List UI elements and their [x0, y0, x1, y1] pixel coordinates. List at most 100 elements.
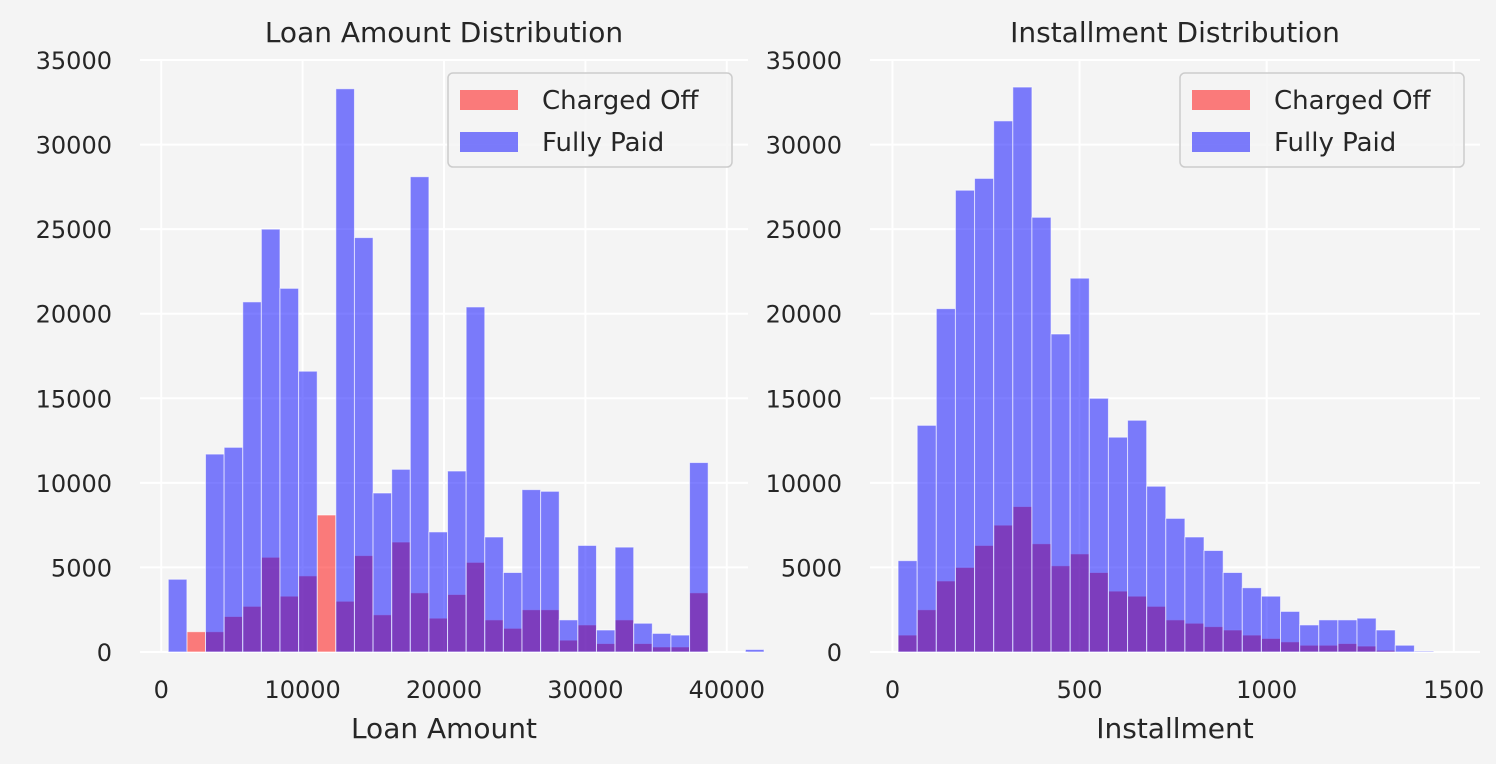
bar — [954, 189, 976, 653]
bar — [1203, 550, 1224, 653]
y-tick-label: 20000 — [766, 301, 842, 329]
y-tick-label: 25000 — [36, 216, 112, 244]
legend: Charged Off Fully Paid — [1179, 72, 1465, 168]
bar — [1260, 595, 1282, 653]
legend-entry: Fully Paid — [1274, 128, 1396, 158]
tick-labels: 0 5000 10000 15000 20000 25000 30000 35000 0 1000… — [36, 47, 765, 704]
x-tick-label: 40000 — [689, 676, 765, 704]
bar — [353, 237, 374, 653]
bar — [447, 470, 467, 653]
x-axis-label: Loan Amount — [351, 712, 537, 745]
bar — [391, 468, 411, 653]
bar — [409, 176, 430, 653]
bar — [1241, 587, 1262, 653]
bar — [1050, 333, 1071, 653]
bars — [167, 88, 765, 653]
bar — [1184, 536, 1205, 653]
bar — [335, 88, 355, 653]
legend-swatch — [460, 90, 518, 110]
bar — [372, 492, 393, 653]
legend-box — [447, 72, 733, 168]
bar — [1031, 216, 1052, 653]
bar — [465, 306, 486, 653]
y-tick-label: 0 — [827, 639, 842, 667]
bar — [223, 446, 244, 653]
y-tick-label: 35000 — [766, 47, 842, 75]
bar — [205, 453, 225, 653]
x-tick-label: 20000 — [406, 676, 482, 704]
bar — [1165, 517, 1186, 653]
legend-swatch — [460, 132, 518, 152]
bar — [1088, 397, 1109, 653]
y-tick-label: 15000 — [36, 385, 112, 413]
legend-box — [1179, 72, 1465, 168]
legend-entry: Fully Paid — [542, 128, 664, 158]
y-tick-label: 15000 — [766, 385, 842, 413]
bar — [1299, 624, 1320, 653]
bar — [521, 489, 542, 653]
bar — [974, 177, 995, 653]
bar — [577, 544, 597, 653]
bar — [595, 629, 616, 653]
bar — [428, 531, 449, 653]
bar — [167, 578, 188, 653]
y-tick-label: 35000 — [36, 47, 112, 75]
bar — [186, 631, 207, 653]
legend-entry: Charged Off — [542, 86, 700, 116]
bar — [298, 370, 318, 653]
legend-swatch — [1192, 132, 1250, 152]
series-fully-paid — [897, 86, 1435, 653]
legend-swatch — [1192, 90, 1250, 110]
x-tick-label: 500 — [1057, 676, 1103, 704]
bar — [502, 572, 523, 653]
y-tick-label: 30000 — [766, 132, 842, 160]
y-tick-label: 30000 — [36, 132, 112, 160]
bar — [558, 619, 579, 653]
y-tick-label: 10000 — [766, 470, 842, 498]
bar — [1318, 619, 1339, 653]
bar — [1337, 619, 1358, 653]
x-tick-label: 0 — [885, 676, 900, 704]
x-tick-label: 0 — [154, 676, 169, 704]
bar — [689, 462, 709, 653]
x-axis-label: Installment — [1096, 712, 1254, 745]
loan-amount-chart: 0 5000 10000 15000 20000 25000 30000 35000 0 1000… — [36, 16, 765, 745]
y-tick-label: 25000 — [766, 216, 842, 244]
bar — [1127, 419, 1148, 653]
bar — [670, 634, 691, 653]
bar — [1413, 650, 1435, 653]
bar — [1107, 436, 1129, 653]
bar — [1222, 572, 1243, 653]
bar — [484, 536, 504, 653]
bar — [651, 632, 672, 653]
y-tick-label: 5000 — [51, 554, 112, 582]
x-tick-label: 10000 — [264, 676, 340, 704]
bar — [744, 648, 765, 653]
y-tick-label: 20000 — [36, 301, 112, 329]
x-tick-label: 1000 — [1236, 676, 1297, 704]
legend-entry: Charged Off — [1274, 86, 1432, 116]
chart-title: Loan Amount Distribution — [265, 16, 623, 49]
bar — [1280, 610, 1301, 653]
bar — [897, 560, 918, 653]
bar — [279, 287, 300, 653]
bar — [260, 228, 281, 653]
installment-chart: 0 5000 10000 15000 20000 25000 30000 35000 0 500 1… — [766, 16, 1485, 745]
bars — [897, 86, 1435, 653]
y-tick-label: 5000 — [781, 554, 842, 582]
bar — [916, 424, 937, 653]
series-fully-paid — [167, 88, 765, 653]
bar — [993, 120, 1014, 653]
tick-labels: 0 5000 10000 15000 20000 25000 30000 35000 0 500 1… — [766, 47, 1485, 704]
bar — [1375, 629, 1396, 653]
y-tick-label: 0 — [97, 639, 112, 667]
x-tick-label: 1500 — [1423, 676, 1484, 704]
bar — [540, 490, 560, 653]
y-tick-label: 10000 — [36, 470, 112, 498]
bar — [1394, 644, 1415, 653]
bar — [1356, 617, 1377, 653]
bar — [242, 301, 262, 653]
chart-title: Installment Distribution — [1010, 16, 1340, 49]
bar — [633, 622, 653, 653]
